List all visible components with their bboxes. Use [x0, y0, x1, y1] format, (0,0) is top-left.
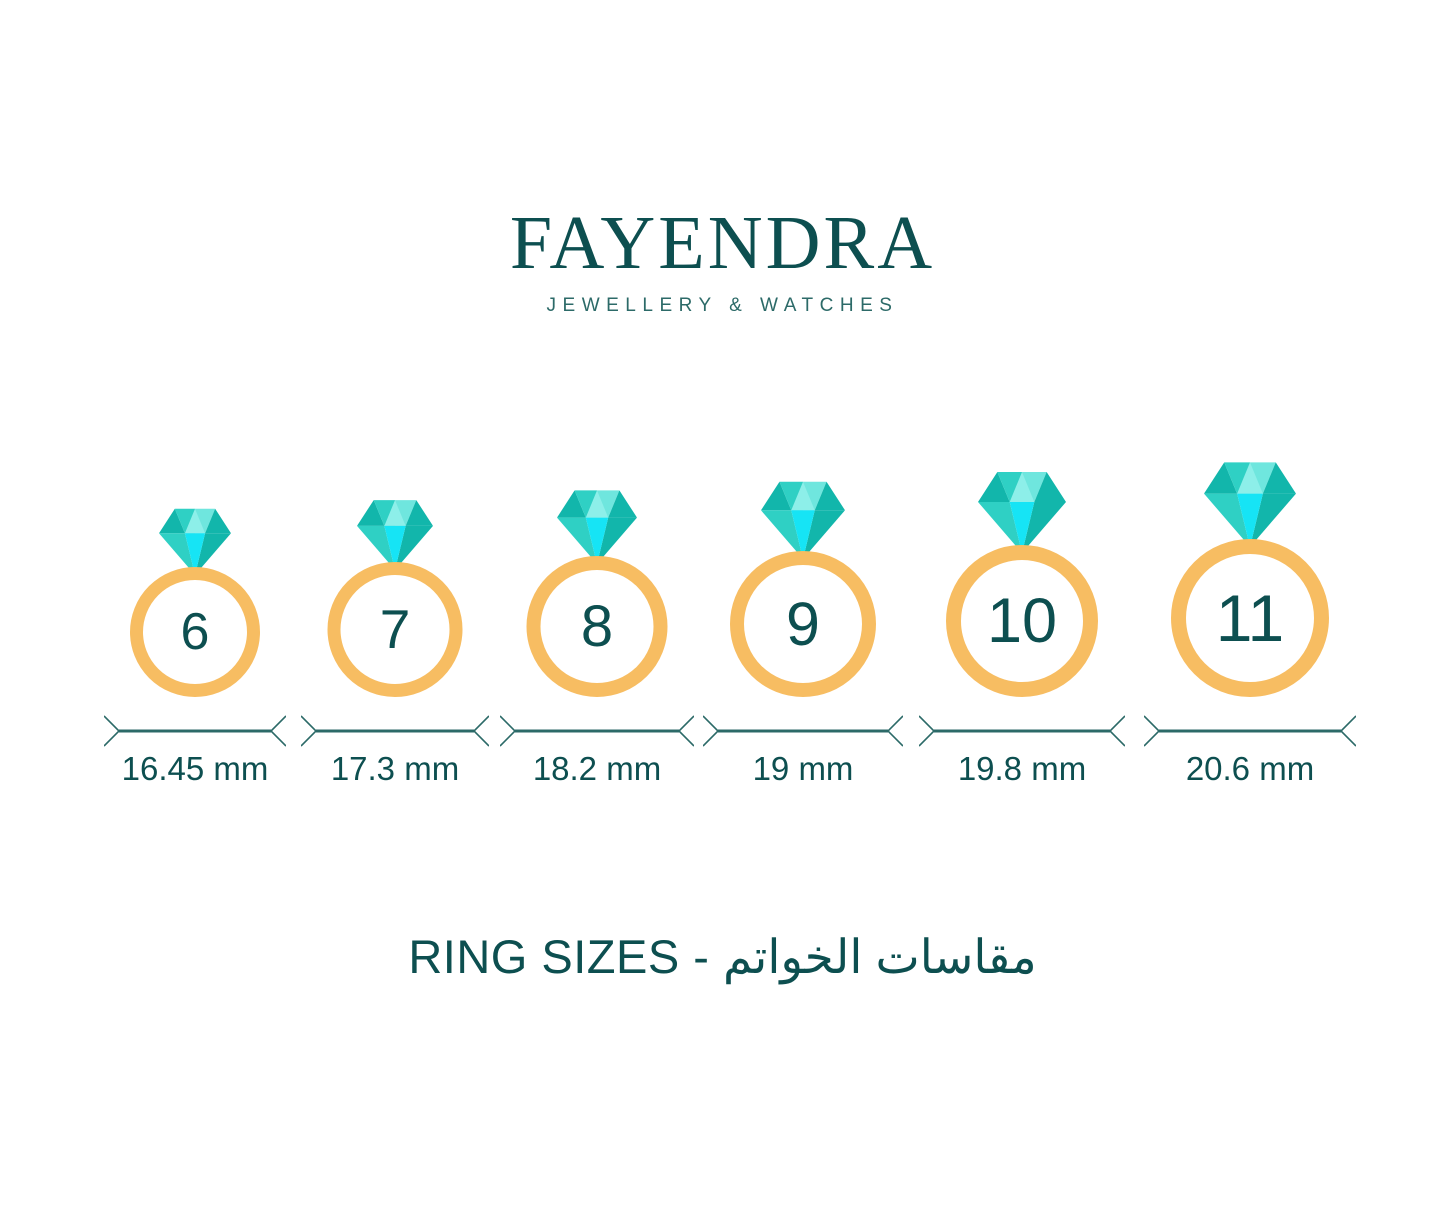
diameter-label: 17.3 mm — [330, 750, 460, 787]
gem-wrapper — [1181, 455, 1319, 547]
diameter-label: 19 mm — [752, 750, 854, 787]
diameter-label: 20.6 mm — [1185, 750, 1315, 787]
diamond-gem-icon — [1204, 462, 1296, 547]
ring-size-item[interactable]: 7 17.3 mm — [275, 452, 515, 812]
dimension-line — [703, 715, 903, 747]
ring-size-number: 10 — [986, 585, 1058, 656]
ring-band[interactable]: 11 — [1171, 539, 1329, 697]
ring-size-item[interactable]: 8 18.2 mm — [477, 452, 717, 812]
gem-wrapper — [740, 475, 866, 559]
ring-size-item[interactable]: 10 19.8 mm — [902, 452, 1142, 812]
ring-size-item[interactable]: 9 19 mm — [683, 452, 923, 812]
page-title: RING SIZES - مقاسات الخواتم — [408, 930, 1037, 983]
dimension-line-wrapper — [919, 714, 1125, 748]
diamond-gem-icon — [557, 490, 637, 564]
ring-band[interactable]: 10 — [946, 545, 1098, 697]
brand-tagline: JEWELLERY & WATCHES — [546, 295, 899, 316]
dimension-line-wrapper — [500, 714, 694, 748]
ring-band[interactable]: 6 — [130, 567, 260, 697]
ring-size-number: 11 — [1215, 581, 1285, 655]
ring-band[interactable]: 8 — [526, 556, 668, 697]
ring-band[interactable]: 9 — [730, 551, 876, 697]
gem-wrapper — [956, 465, 1088, 553]
ring-size-row: 6 16.45 mm 7 17.3 mm 8 18.2 mm 9 19 mm 10 19.8 mm… — [0, 452, 1445, 812]
gem-wrapper — [338, 494, 452, 570]
dimension-line — [1144, 715, 1356, 747]
dimension-line-wrapper — [1144, 714, 1356, 748]
ring-band[interactable]: 7 — [327, 562, 463, 697]
dimension-line — [919, 715, 1125, 747]
diamond-gem-icon — [761, 481, 845, 559]
dimension-line — [301, 715, 489, 747]
diameter-label: 18.2 mm — [532, 750, 662, 787]
ring-size-number: 7 — [379, 598, 411, 660]
diameter-label: 16.45 mm — [121, 750, 269, 787]
ring-size-item[interactable]: 11 20.6 mm — [1130, 452, 1370, 812]
brand-name: FAYENDRA — [509, 201, 936, 285]
gem-wrapper — [141, 503, 249, 575]
diamond-gem-icon — [159, 508, 231, 575]
diamond-gem-icon — [978, 472, 1066, 553]
ring-size-number: 6 — [180, 603, 210, 661]
diameter-label: 19.8 mm — [957, 750, 1087, 787]
dimension-line — [500, 715, 694, 747]
dimension-line-wrapper — [301, 714, 489, 748]
dimension-line-wrapper — [703, 714, 903, 748]
ring-size-item[interactable]: 6 16.45 mm — [75, 452, 315, 812]
dimension-line-wrapper — [104, 714, 286, 748]
brand-header: FAYENDRA JEWELLERY & WATCHES — [0, 205, 1445, 317]
ring-size-number: 9 — [786, 589, 820, 658]
ring-size-number: 8 — [580, 593, 614, 659]
diamond-gem-icon — [357, 500, 433, 570]
gem-wrapper — [537, 484, 657, 564]
dimension-line — [104, 715, 286, 747]
